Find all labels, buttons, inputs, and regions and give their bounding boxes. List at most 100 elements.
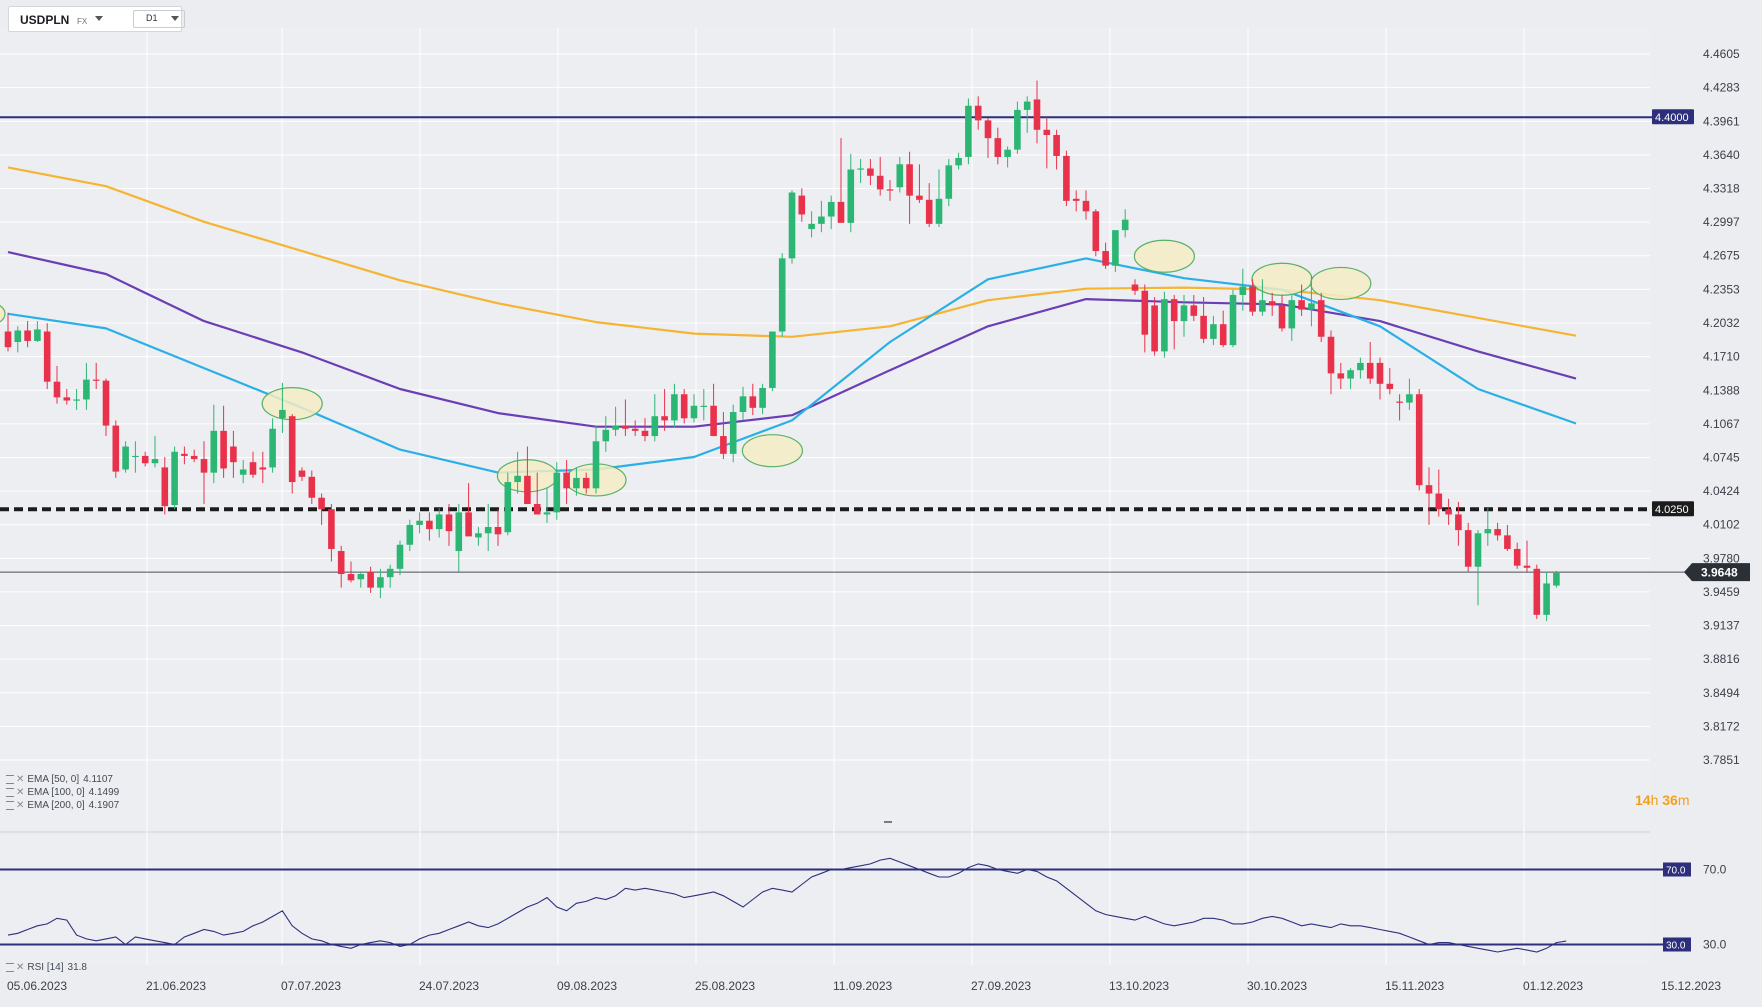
- settings-icon[interactable]: [6, 787, 14, 797]
- indicator-name: EMA: [27, 800, 49, 811]
- candle: [690, 394, 698, 423]
- candle-body: [827, 201, 835, 217]
- candle-body: [328, 509, 335, 549]
- candle: [396, 540, 404, 576]
- candle-body: [1141, 290, 1149, 335]
- candle-body: [83, 379, 90, 400]
- candle: [1435, 469, 1443, 517]
- price-tick-label: 4.1710: [1703, 350, 1740, 364]
- candle: [1268, 292, 1276, 316]
- date-tick-label: 25.08.2023: [695, 979, 755, 993]
- candle: [1072, 190, 1080, 212]
- candle-body: [1249, 286, 1256, 312]
- remove-icon[interactable]: ✕: [16, 800, 25, 811]
- candle: [573, 467, 580, 496]
- date-tick-label: 09.08.2023: [557, 979, 617, 993]
- candle-body: [426, 520, 433, 530]
- pattern-highlight-ellipse: [1251, 262, 1313, 296]
- candle: [288, 414, 296, 494]
- candle-body: [573, 477, 580, 489]
- candle-body: [671, 394, 678, 421]
- candle-body: [112, 425, 120, 472]
- candle: [73, 389, 80, 410]
- indicator-params: [100, 0]: [51, 787, 85, 798]
- candle: [925, 183, 933, 227]
- candle-body: [1533, 568, 1541, 615]
- candle: [1249, 279, 1256, 316]
- candle: [808, 211, 815, 238]
- candle: [4, 312, 12, 352]
- remove-icon[interactable]: ✕: [16, 774, 25, 785]
- legend-ema-200[interactable]: ✕ EMA [200, 0] 4.1907: [6, 800, 119, 811]
- candle: [1151, 297, 1158, 356]
- symbol-dropdown-caret-icon[interactable]: [95, 16, 103, 21]
- legend-rsi[interactable]: ✕ RSI [14] 31.8: [6, 962, 87, 973]
- candle-body: [1366, 362, 1374, 379]
- timeframe-selector[interactable]: D1: [133, 10, 185, 28]
- candle: [210, 404, 218, 484]
- remove-icon[interactable]: ✕: [16, 962, 25, 973]
- candle: [749, 383, 757, 416]
- candle-body: [1170, 299, 1178, 322]
- candle-body: [171, 451, 178, 506]
- candle: [426, 512, 433, 541]
- candle: [818, 200, 825, 233]
- candle-body: [651, 416, 659, 437]
- candle-body: [43, 331, 51, 382]
- settings-icon[interactable]: [6, 800, 14, 810]
- price-tick-label: 3.9459: [1703, 585, 1740, 599]
- candle-body: [837, 201, 845, 223]
- candle-body: [955, 158, 962, 166]
- candle: [1543, 571, 1550, 622]
- candle-body: [1190, 305, 1198, 316]
- candle-body: [1415, 394, 1423, 486]
- candle-body: [641, 430, 649, 437]
- candle-body: [1425, 485, 1433, 494]
- symbol-selector[interactable]: USDPLN FX D1: [8, 6, 185, 32]
- candle-body: [1494, 529, 1501, 536]
- level-label: 4.4000: [1655, 112, 1689, 124]
- date-tick-label: 15.12.2023: [1661, 979, 1721, 993]
- indicator-params: [200, 0]: [51, 800, 85, 811]
- indicator-params: [14]: [46, 962, 64, 973]
- candle: [788, 190, 796, 264]
- candle: [1406, 378, 1413, 410]
- candle-body: [1455, 514, 1462, 531]
- settings-icon[interactable]: [6, 962, 14, 972]
- candle-body: [592, 441, 600, 489]
- candle: [1494, 522, 1501, 541]
- candle: [386, 564, 394, 588]
- candle-body: [896, 164, 904, 188]
- settings-icon[interactable]: [6, 774, 14, 784]
- candle-body: [818, 216, 825, 224]
- remove-icon[interactable]: ✕: [16, 787, 25, 798]
- candle-body: [1406, 394, 1413, 403]
- candle: [1102, 242, 1109, 269]
- candle: [1347, 368, 1354, 390]
- candle: [1161, 291, 1168, 358]
- candle: [1131, 279, 1139, 295]
- candle: [886, 179, 894, 201]
- candle-body: [1092, 211, 1100, 252]
- candle-body: [720, 436, 727, 454]
- timeframe-dropdown-caret-icon[interactable]: [171, 16, 179, 21]
- candle-body: [347, 574, 355, 581]
- candle-body: [367, 571, 374, 588]
- candle: [1396, 394, 1403, 421]
- candle-body: [279, 409, 286, 419]
- candle: [220, 405, 227, 478]
- legend-ema-50[interactable]: ✕ EMA [50, 0] 4.1107: [6, 774, 113, 785]
- candle: [1455, 501, 1462, 546]
- price-tick-label: 4.2997: [1703, 215, 1740, 229]
- candle: [671, 383, 678, 428]
- legend-ema-100[interactable]: ✕ EMA [100, 0] 4.1499: [6, 787, 119, 798]
- candle-body: [974, 105, 982, 121]
- candle-body: [1474, 533, 1482, 567]
- candle-body: [337, 551, 345, 575]
- candle-body: [514, 475, 521, 483]
- date-tick-label: 13.10.2023: [1109, 979, 1169, 993]
- candle-body: [524, 475, 531, 505]
- candle-body: [906, 164, 913, 196]
- candle: [602, 416, 610, 452]
